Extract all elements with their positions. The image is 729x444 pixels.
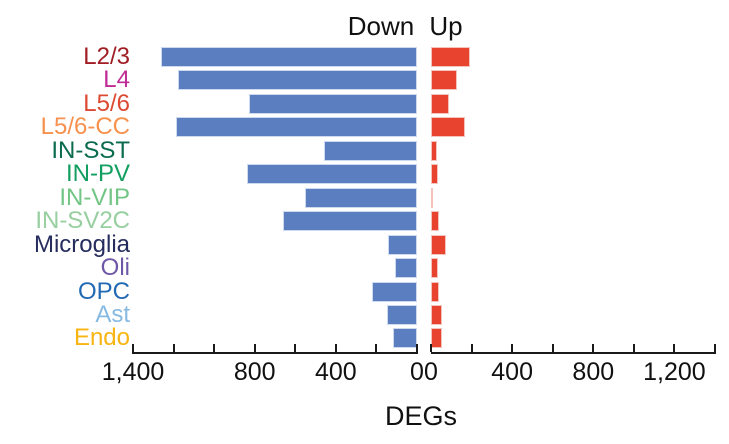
category-label-in-sv2c: IN-SV2C bbox=[35, 207, 130, 235]
x-axis-line-left bbox=[132, 352, 418, 354]
axis-tick bbox=[714, 344, 716, 352]
bar-down-in-sst bbox=[323, 140, 417, 161]
axis-tick-label: 0 bbox=[410, 358, 424, 386]
axis-tick bbox=[375, 344, 378, 352]
bar-up-microglia bbox=[431, 234, 447, 255]
bar-up-l4 bbox=[431, 70, 458, 91]
axis-tick bbox=[294, 344, 297, 352]
bar-down-in-pv bbox=[246, 164, 417, 185]
bar-up-endo bbox=[431, 328, 443, 349]
axis-tick bbox=[470, 344, 473, 352]
bar-down-in-vip bbox=[305, 187, 417, 208]
axis-tick-label: 400 bbox=[314, 358, 357, 386]
axis-tick bbox=[430, 344, 432, 352]
bar-down-endo bbox=[392, 328, 417, 349]
category-label-in-pv: IN-PV bbox=[65, 160, 130, 188]
axis-tick bbox=[673, 344, 676, 352]
bar-down-l5-6 bbox=[248, 93, 417, 114]
axis-tick-label: 0 bbox=[424, 358, 438, 386]
axis-tick bbox=[172, 344, 175, 352]
bar-up-l2-3 bbox=[431, 47, 470, 67]
category-label-endo: Endo bbox=[73, 324, 130, 352]
axis-tick-label: 1,200 bbox=[643, 358, 706, 386]
x-axis-line-right bbox=[431, 352, 716, 354]
bar-up-oli bbox=[431, 258, 439, 279]
axis-tick bbox=[592, 344, 595, 352]
axis-tick-label: 1,400 bbox=[101, 358, 165, 386]
bar-up-in-pv bbox=[431, 164, 439, 185]
bar-up-in-sv2c bbox=[431, 211, 440, 232]
axis-tick bbox=[213, 344, 216, 352]
category-label-oli: Oli bbox=[100, 254, 130, 282]
bar-down-in-sv2c bbox=[283, 211, 417, 232]
axis-tick bbox=[551, 344, 554, 352]
axis-tick bbox=[632, 344, 635, 352]
bar-down-l5-6-cc bbox=[175, 117, 417, 138]
bar-up-in-sst bbox=[431, 140, 438, 161]
axis-tick bbox=[511, 344, 514, 352]
up-panel-title: Up bbox=[429, 11, 463, 41]
bar-up-l5-6 bbox=[431, 93, 450, 114]
x-axis-title: DEGs bbox=[384, 401, 458, 431]
bar-down-l4 bbox=[177, 70, 417, 91]
axis-tick bbox=[132, 344, 134, 352]
bar-up-l5-6-cc bbox=[431, 117, 466, 138]
category-label-in-vip: IN-VIP bbox=[59, 183, 130, 211]
category-label-l5-6-cc: L5/6-CC bbox=[40, 113, 130, 141]
category-label-l5-6: L5/6 bbox=[83, 89, 130, 117]
bar-up-ast bbox=[431, 304, 443, 325]
bar-up-opc bbox=[431, 281, 440, 302]
category-label-opc: OPC bbox=[77, 277, 130, 305]
bar-down-oli bbox=[394, 258, 417, 279]
bar-down-l2-3 bbox=[161, 47, 417, 67]
bar-up-in-vip bbox=[431, 187, 434, 208]
category-label-l4: L4 bbox=[103, 66, 130, 94]
axis-tick-label: 800 bbox=[572, 358, 615, 386]
bar-down-microglia bbox=[387, 234, 417, 255]
axis-tick-label: 400 bbox=[491, 358, 533, 386]
bar-down-opc bbox=[372, 281, 417, 302]
category-label-l2-3: L2/3 bbox=[83, 43, 130, 70]
axis-tick bbox=[253, 344, 256, 352]
category-label-in-sst: IN-SST bbox=[51, 136, 130, 164]
category-label-microglia: Microglia bbox=[33, 230, 130, 258]
bar-down-ast bbox=[386, 304, 417, 325]
down-panel-title: Down bbox=[347, 11, 415, 41]
axis-tick bbox=[334, 344, 337, 352]
category-label-ast: Ast bbox=[95, 300, 130, 328]
axis-tick bbox=[416, 344, 418, 352]
axis-tick-label: 800 bbox=[233, 358, 276, 386]
